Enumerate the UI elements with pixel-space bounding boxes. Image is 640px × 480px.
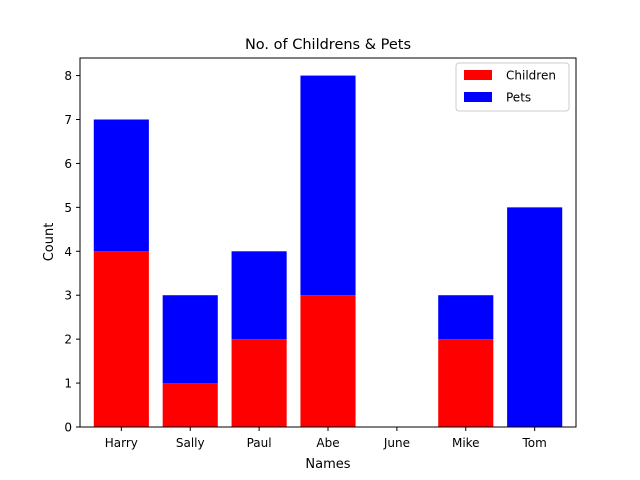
y-tick-label: 6 xyxy=(64,157,72,171)
x-tick-label: Harry xyxy=(105,436,138,450)
y-tick-label: 7 xyxy=(64,113,72,127)
y-tick-label: 0 xyxy=(64,421,72,435)
x-tick-label: Mike xyxy=(452,436,480,450)
legend: Children Pets xyxy=(455,62,570,112)
bar-abe-pets xyxy=(300,75,356,296)
legend-swatch-children xyxy=(464,70,492,80)
legend-label-pets: Pets xyxy=(506,91,531,105)
chart-title: No. of Childrens & Pets xyxy=(245,37,411,53)
bars-group xyxy=(93,75,563,427)
y-axis-label: Count xyxy=(42,223,57,262)
bar-harry-pets xyxy=(93,119,149,252)
bar-harry-children xyxy=(93,251,149,427)
legend-swatch-pets xyxy=(464,92,492,102)
bar-paul-children xyxy=(231,339,287,427)
bar-tom-pets xyxy=(507,207,563,427)
y-tick-label: 5 xyxy=(64,201,72,215)
bar-sally-pets xyxy=(162,295,218,384)
x-tick-label: Sally xyxy=(176,436,205,450)
plot-frame xyxy=(79,57,577,428)
y-tick-label: 2 xyxy=(64,333,72,347)
y-tick-label: 8 xyxy=(64,69,72,83)
x-tick-label: Abe xyxy=(316,436,339,450)
y-tick-label: 3 xyxy=(64,289,72,303)
x-tick-label: Tom xyxy=(522,436,547,450)
bar-mike-pets xyxy=(438,295,494,340)
x-tick-label: June xyxy=(383,436,410,450)
y-tick-label: 1 xyxy=(64,377,72,391)
x-tick-label: Paul xyxy=(247,436,272,450)
legend-label-children: Children xyxy=(506,69,556,83)
x-axis: Harry Sally Paul Abe June Mike Tom xyxy=(105,427,547,450)
y-axis: 0 1 2 3 4 5 6 7 8 xyxy=(64,69,80,435)
x-axis-label: Names xyxy=(305,457,350,472)
y-tick-label: 4 xyxy=(64,245,72,259)
bar-mike-children xyxy=(438,339,494,427)
bar-abe-children xyxy=(300,295,356,427)
bar-paul-pets xyxy=(231,251,287,340)
bar-sally-children xyxy=(162,383,218,427)
